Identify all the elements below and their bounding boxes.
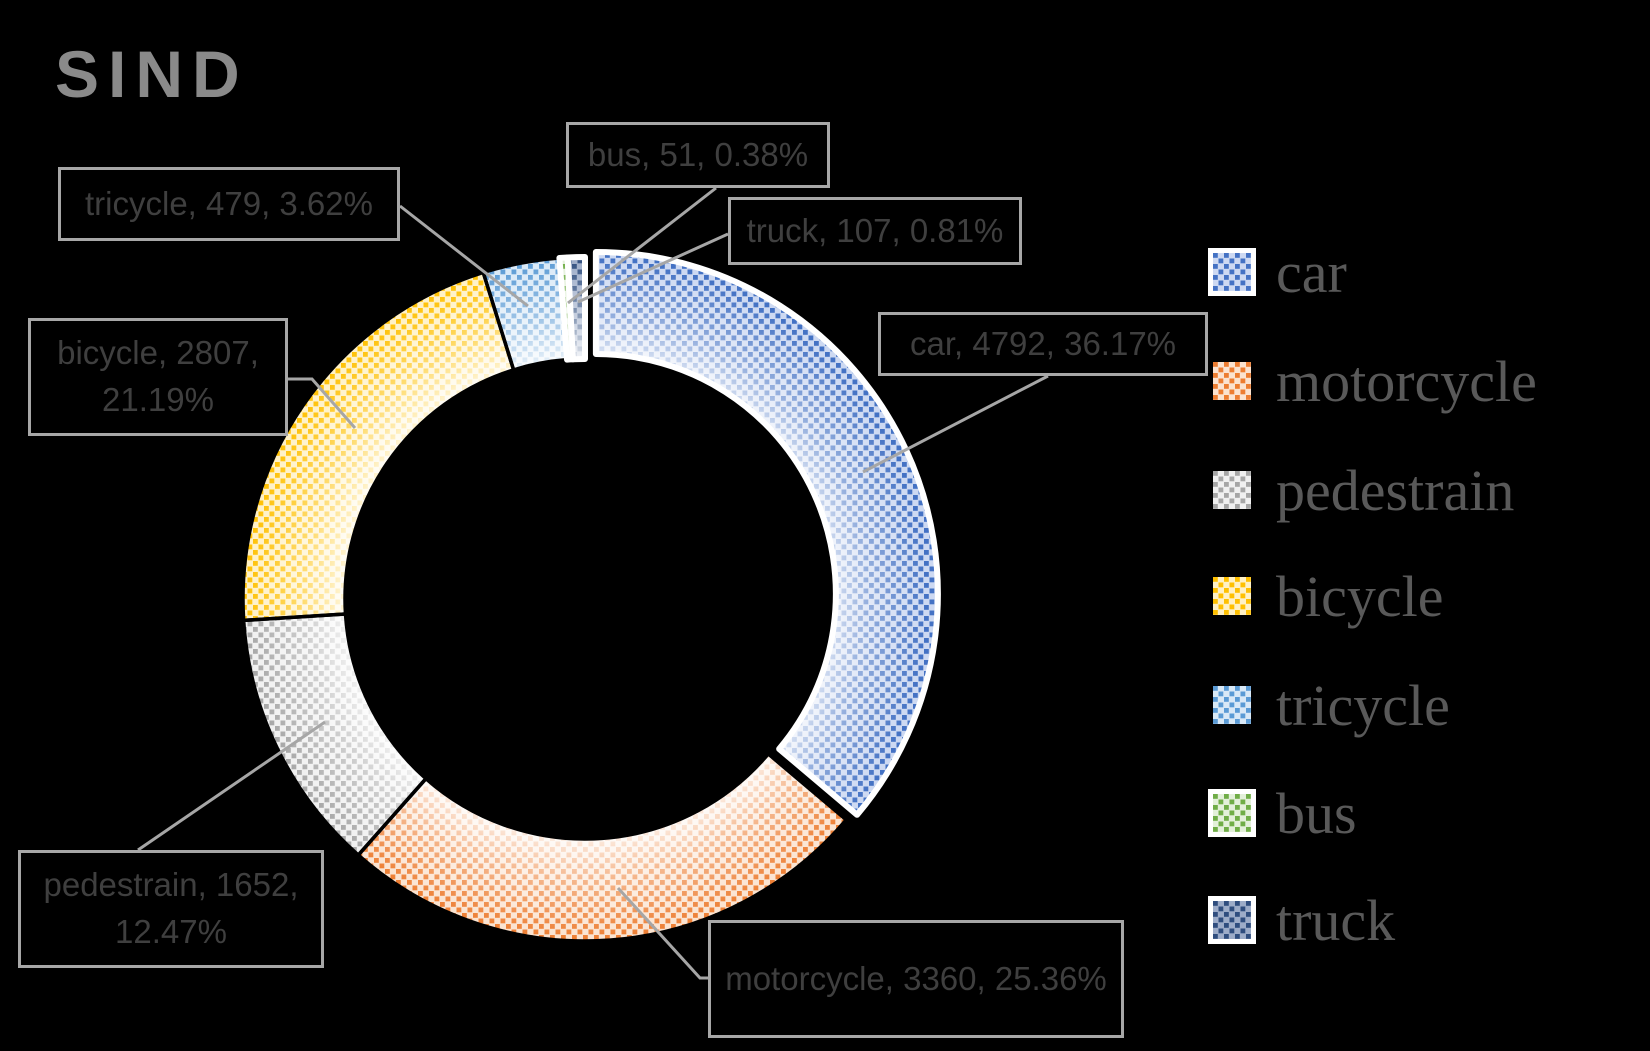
callout-motorcycle: motorcycle, 3360, 25.36% — [708, 920, 1124, 1038]
leader-bus — [567, 186, 717, 305]
leader-car — [862, 374, 1049, 474]
legend-label: motorcycle — [1276, 348, 1537, 414]
legend-label: car — [1276, 239, 1347, 305]
legend-item-bicycle[interactable]: bicycle — [1208, 562, 1443, 630]
legend-swatch-car — [1208, 248, 1256, 296]
callout-car: car, 4792, 36.17% — [878, 312, 1208, 376]
legend-item-motorcycle[interactable]: motorcycle — [1208, 347, 1537, 415]
legend-item-car[interactable]: car — [1208, 238, 1347, 306]
callout-text: pedestrain, 1652, 12.47% — [43, 866, 299, 950]
leader-pedestrain — [137, 720, 326, 852]
legend-label: truck — [1276, 887, 1396, 953]
chart-title: SIND — [55, 37, 249, 111]
slice-motorcycle-outline — [356, 752, 848, 943]
callout-bicycle: bicycle, 2807, 21.19% — [28, 318, 288, 436]
legend-item-bus[interactable]: bus — [1208, 779, 1357, 847]
legend-swatch-bus — [1208, 789, 1256, 837]
callout-text: truck, 107, 0.81% — [746, 211, 1004, 249]
legend-label: pedestrain — [1276, 457, 1515, 523]
slice-car-outline — [592, 248, 941, 818]
slice-bicycle-outline — [241, 270, 516, 623]
callout-pedestrain: pedestrain, 1652, 12.47% — [18, 850, 324, 968]
leader-truck — [577, 232, 729, 304]
leader-motorcycle — [616, 886, 708, 980]
callout-text: motorcycle, 3360, 25.36% — [725, 959, 1107, 997]
callout-tricycle: tricycle, 479, 3.62% — [58, 167, 400, 241]
legend-label: bicycle — [1276, 563, 1444, 629]
callout-text: bus, 51, 0.38% — [587, 135, 809, 173]
callout-bus: bus, 51, 0.38% — [566, 122, 830, 188]
legend-label: tricycle — [1276, 672, 1450, 738]
legend-swatch-truck — [1208, 896, 1256, 944]
callout-text: car, 4792, 36.17% — [909, 324, 1177, 362]
leader-bicycle — [288, 377, 357, 429]
slice-truck-outline — [564, 254, 588, 363]
legend-item-truck[interactable]: truck — [1208, 886, 1395, 954]
leader-tricycle — [399, 204, 529, 308]
legend-swatch-tricycle — [1208, 681, 1256, 729]
callout-truck: truck, 107, 0.81% — [728, 197, 1022, 265]
legend-swatch-motorcycle — [1208, 357, 1256, 405]
legend-swatch-bicycle — [1208, 572, 1256, 620]
callout-text: tricycle, 479, 3.62% — [85, 184, 373, 222]
legend-item-tricycle[interactable]: tricycle — [1208, 671, 1450, 739]
callout-text: bicycle, 2807, 21.19% — [57, 334, 259, 418]
legend-swatch-pedestrain — [1208, 466, 1256, 514]
legend-item-pedestrain[interactable]: pedestrain — [1208, 456, 1514, 524]
legend-label: bus — [1276, 780, 1357, 846]
